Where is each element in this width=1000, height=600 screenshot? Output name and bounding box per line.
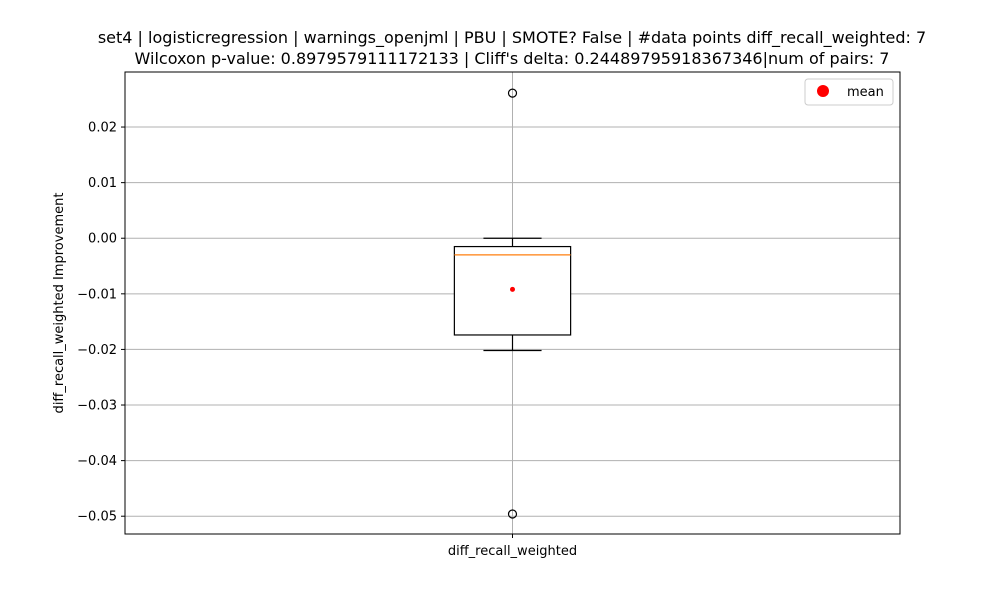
- chart-title-line-2: Wilcoxon p-value: 0.8979579111172133 | C…: [135, 49, 890, 68]
- y-axis: 0.02 0.01 0.00 −0.01 −0.02 −0.03 −0.04 −0.05: [77, 121, 125, 525]
- x-tick-label: diff_recall_weighted: [448, 544, 577, 559]
- y-tick-label: 0.00: [88, 232, 117, 247]
- y-tick-label: −0.04: [77, 454, 117, 469]
- box-plot-elements: [453, 88, 572, 519]
- chart-title-line-1: set4 | logisticregression | warnings_ope…: [98, 28, 926, 48]
- y-tick-label: −0.02: [77, 343, 117, 358]
- legend-frame: [804, 78, 894, 106]
- legend: mean: [804, 78, 894, 106]
- legend-mean-marker: [817, 85, 829, 97]
- chart-title: set4 | logisticregression | warnings_ope…: [98, 28, 926, 68]
- y-tick-label: 0.02: [88, 121, 117, 136]
- legend-mean-label: mean: [847, 85, 884, 100]
- y-tick-label: 0.01: [88, 176, 117, 191]
- outlier-marker: [507, 509, 518, 519]
- y-tick-label: −0.05: [77, 510, 117, 525]
- outlier-marker: [507, 88, 518, 98]
- y-axis-label: diff_recall_weighted Improvement: [52, 193, 67, 414]
- x-axis: diff_recall_weighted: [448, 534, 577, 559]
- mean-marker: [510, 286, 515, 292]
- y-tick-label: −0.01: [77, 287, 117, 302]
- y-tick-label: −0.03: [77, 399, 117, 414]
